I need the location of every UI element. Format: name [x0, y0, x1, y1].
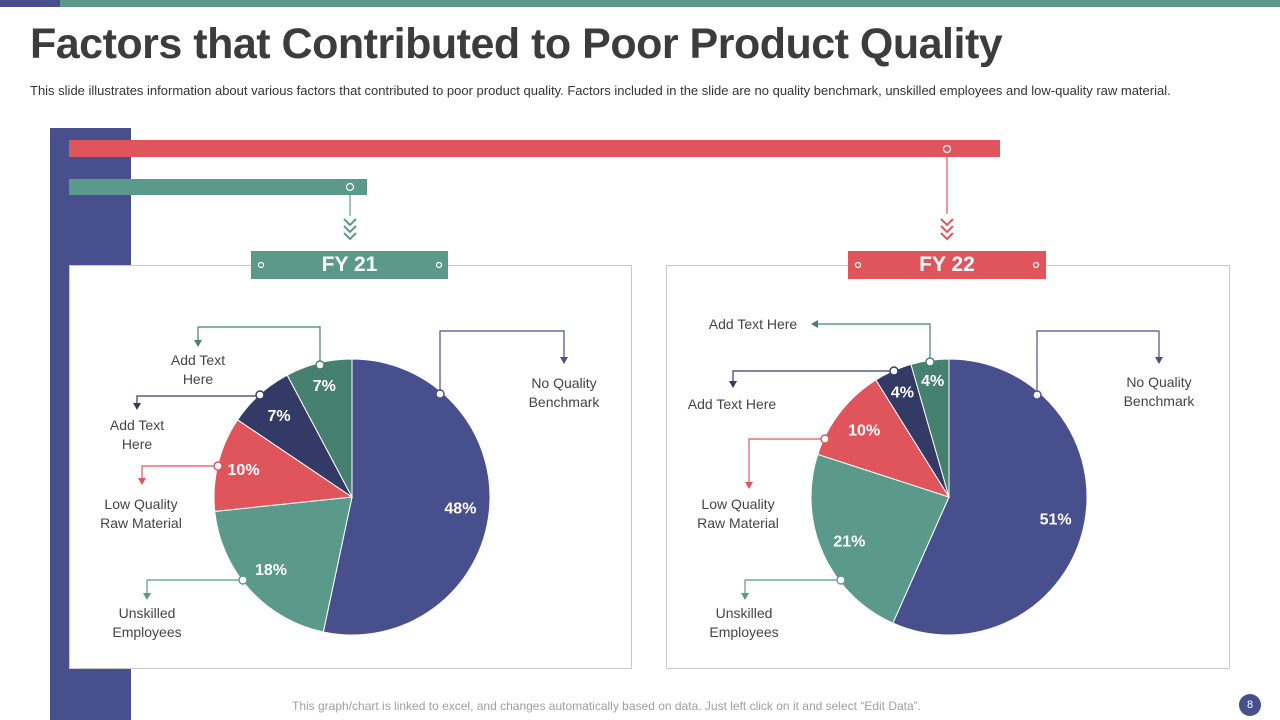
fy21-leader-dots [213, 360, 445, 585]
fy21-label-add-text-a: Add Text Here [109, 417, 165, 452]
fy21-label-low-quality-raw-material: Low Quality Raw Material [100, 496, 182, 531]
fy21-value-label-low-quality-raw-material: 10% [228, 462, 260, 479]
fy22-value-label-add-text-b: 4% [921, 373, 944, 390]
fy22-value-label-no-quality-benchmark: 51% [1040, 512, 1072, 529]
fy22-label-no-quality-benchmark: No Quality Benchmark [1123, 374, 1195, 409]
page-subtitle: This slide illustrates information about… [30, 83, 1171, 98]
page-number: 8 [1239, 694, 1261, 716]
fy21-value-label-unskilled-employees: 18% [255, 562, 287, 579]
badge-dot [435, 261, 443, 269]
fy22-leader-lines [729, 320, 1163, 600]
fy21-value-label-add-text-b: 7% [313, 378, 336, 395]
fy22-label-add-text-a: Add Text Here [687, 396, 777, 412]
fy22-value-label-low-quality-raw-material: 10% [848, 423, 880, 440]
fy21-connector [343, 182, 357, 241]
fy22-pie-chart: 51% 21% 10% 4% 4% [810, 358, 1088, 636]
fy22-leader-dots [820, 357, 1042, 585]
fy22-label-unskilled-employees: Unskilled Employees [709, 605, 779, 640]
badge-dot [257, 261, 265, 269]
fy21-label-no-quality-benchmark: No Quality Benchmark [528, 375, 600, 410]
fy21-timeline-bar [69, 179, 367, 195]
fy21-value-label-no-quality-benchmark: 48% [444, 500, 476, 517]
footer-note: This graph/chart is linked to excel, and… [292, 699, 921, 713]
fy21-slice-unskilled-employees [214, 496, 353, 633]
fy22-connector [940, 144, 954, 241]
fy21-value-label-add-text-a: 7% [267, 408, 290, 425]
fy21-slice-no-quality-benchmark [322, 358, 491, 636]
top-accent-bar [0, 0, 1280, 7]
fy22-label-low-quality-raw-material: Low Quality Raw Material [697, 496, 779, 531]
badge-dot [854, 261, 862, 269]
badge-dot [1032, 261, 1040, 269]
fy22-slice-no-quality-benchmark [892, 358, 1088, 636]
fy22-value-label-unskilled-employees: 21% [833, 533, 865, 550]
fy22-timeline-bar [69, 140, 1000, 157]
fy21-label-add-text-b: Add Text Here [170, 352, 226, 387]
fy22-label-add-text-b: Add Text Here [708, 316, 798, 332]
top-accent-bar-dark [0, 0, 60, 7]
fy22-badge: FY 22 [848, 251, 1046, 279]
page-title: Factors that Contributed to Poor Product… [30, 20, 1003, 68]
fy21-label-unskilled-employees: Unskilled Employees [112, 605, 182, 640]
fy22-value-label-add-text-a: 4% [891, 384, 914, 401]
fy21-pie-chart: 48% 18% 10% 7% 7% [213, 358, 491, 636]
fy22-slice-low-quality-raw-material [817, 379, 951, 498]
fy21-badge: FY 21 [251, 251, 448, 279]
